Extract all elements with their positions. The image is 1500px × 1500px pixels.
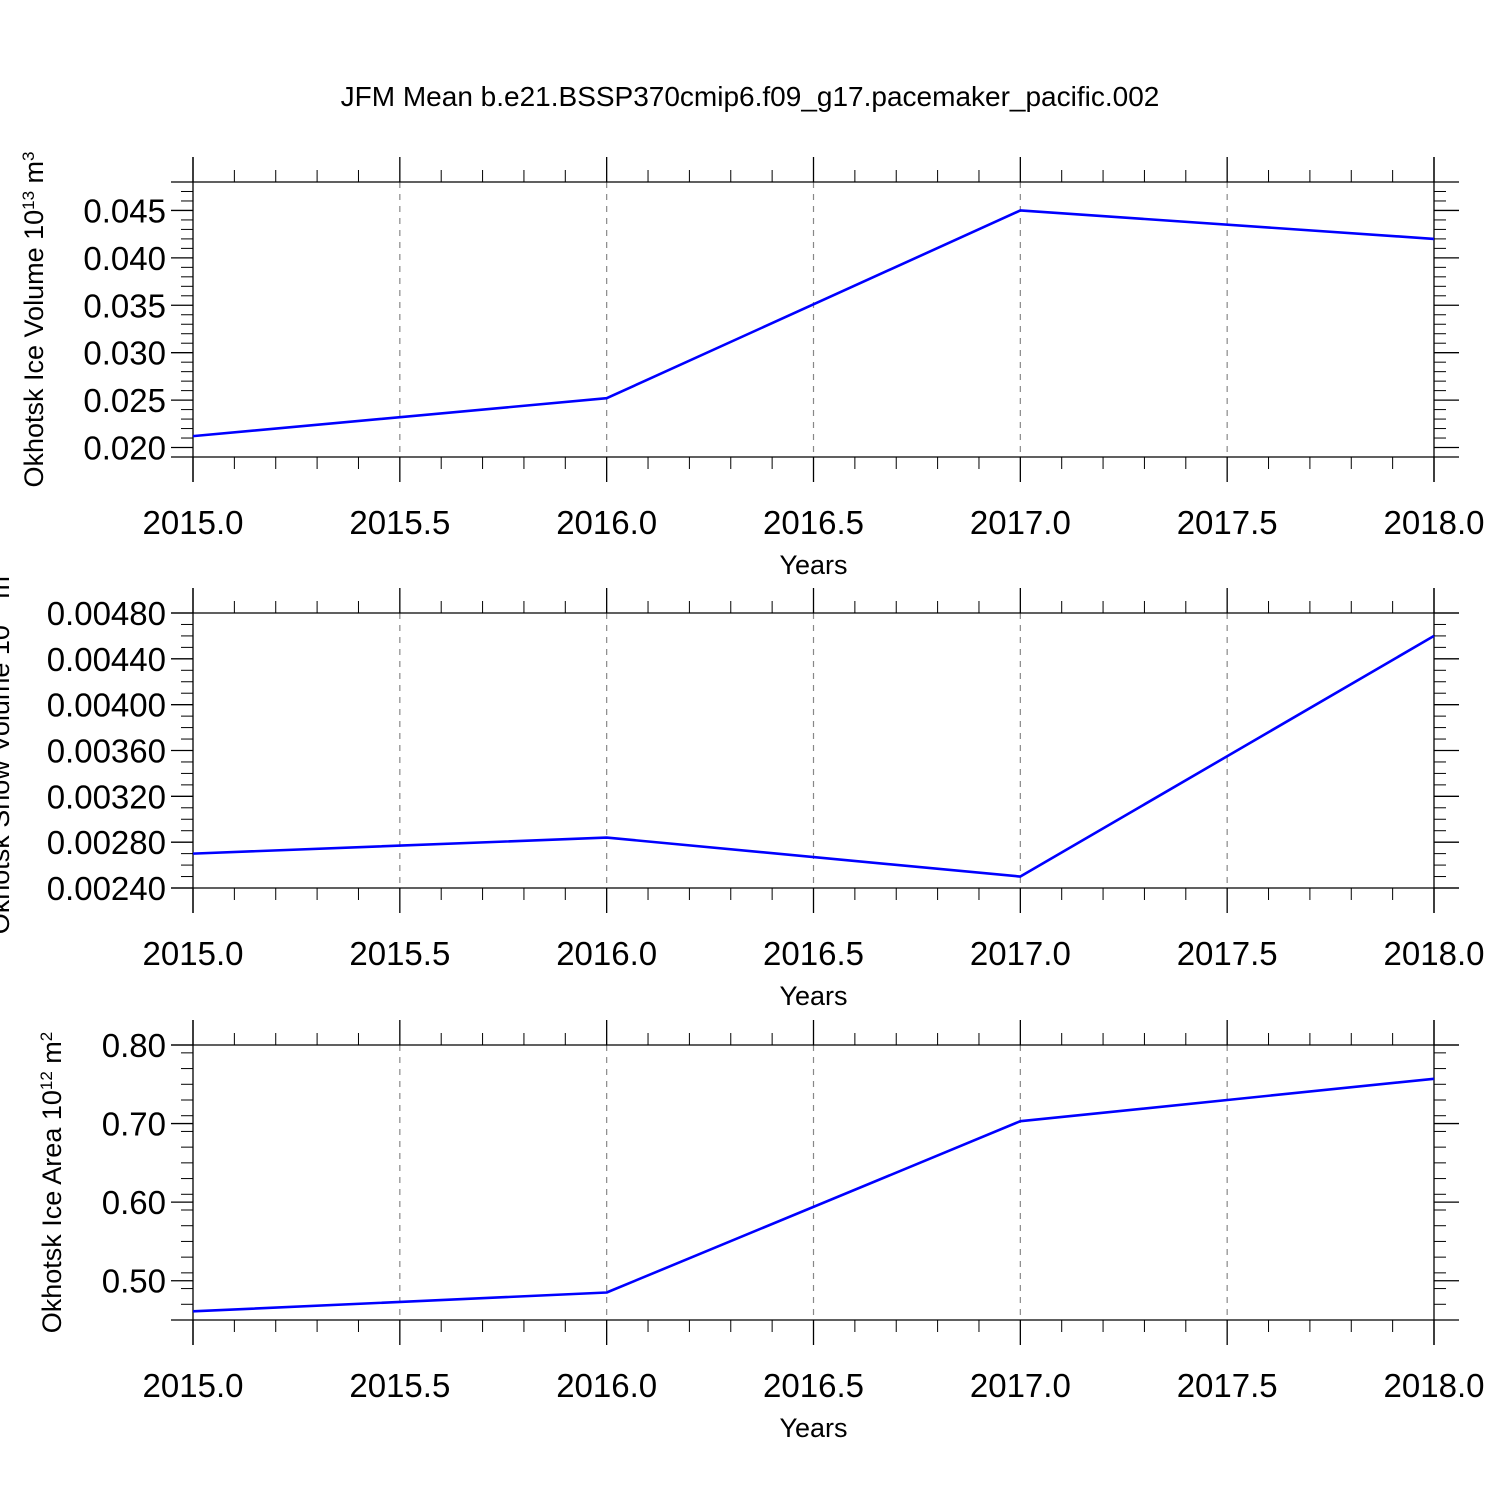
y-tick-label: 0.030 <box>83 335 166 372</box>
data-series-line <box>192 1077 1435 1313</box>
y-tick-label: 0.00400 <box>47 687 166 724</box>
y-axis-title-exponent: 12 <box>37 1071 56 1090</box>
x-tick-label: 2016.0 <box>556 1367 657 1404</box>
y-axis-title-unit: m <box>0 576 15 606</box>
chart-panel-2: 0.00240 0.00280 0.00320 0.00360 0.00400 0.004… <box>0 567 1484 1011</box>
y-tick-label: 0.020 <box>83 430 166 467</box>
y-tick-label: 0.70 <box>102 1106 166 1143</box>
x-tick-label: 2018.0 <box>1384 1367 1485 1404</box>
y-tick-label: 0.045 <box>83 192 166 229</box>
x-tick-label: 2015.0 <box>143 1367 244 1404</box>
y-tick-label: 0.60 <box>102 1184 166 1221</box>
x-tick-label: 2017.0 <box>970 504 1071 541</box>
y-axis-title: Okhotsk Ice Area 1012 m2 <box>37 1032 68 1334</box>
x-tick-label: 2015.0 <box>143 935 244 972</box>
y-axis-title-text: Okhotsk Ice Volume 10 <box>19 210 49 488</box>
x-tick-label: 2016.0 <box>556 935 657 972</box>
x-axis-title: Years <box>779 981 847 1011</box>
y-axis-title-text: Okhotsk Snow Volume 10 <box>0 625 15 934</box>
y-axis-title-unit: m <box>19 161 49 191</box>
data-series-line <box>192 634 1435 878</box>
x-axis-title: Years <box>779 1413 847 1443</box>
y-axis-title-exponent: 13 <box>0 606 4 625</box>
y-axis-title-unit-exponent: 3 <box>0 567 4 576</box>
y-axis-title: Okhotsk Ice Volume 1013 m3 <box>19 151 50 487</box>
x-tick-label: 2017.5 <box>1177 504 1278 541</box>
x-tick-label: 2017.0 <box>970 935 1071 972</box>
chart-panel-3: 0.50 0.60 0.70 0.80 2015.0 2015.5 2016.0 2016.5… <box>37 1020 1485 1443</box>
y-tick-label: 0.00240 <box>47 870 166 907</box>
y-tick-label: 0.035 <box>83 287 166 324</box>
y-tick-label: 0.025 <box>83 382 166 419</box>
data-series-line <box>192 209 1435 438</box>
x-tick-label: 2017.5 <box>1177 1367 1278 1404</box>
x-axis-title: Years <box>779 550 847 580</box>
x-tick-label: 2016.0 <box>556 504 657 541</box>
x-tick-label: 2015.5 <box>349 1367 450 1404</box>
x-tick-label: 2016.5 <box>763 935 864 972</box>
x-tick-label: 2016.5 <box>763 504 864 541</box>
y-tick-label: 0.00360 <box>47 733 166 770</box>
x-tick-label: 2018.0 <box>1384 935 1485 972</box>
y-tick-label: 0.00280 <box>47 824 166 861</box>
x-tick-label: 2017.0 <box>970 1367 1071 1404</box>
y-axis-title-unit-exponent: 3 <box>19 151 38 160</box>
panels: 0.020 0.025 0.030 0.035 0.040 0.045 2015.0 2015… <box>0 151 1484 1443</box>
y-tick-label: 0.00440 <box>47 641 166 678</box>
y-axis-title-unit: m <box>37 1041 67 1071</box>
x-tick-label: 2015.5 <box>349 504 450 541</box>
y-axis-title-exponent: 13 <box>19 191 38 210</box>
y-tick-label: 0.50 <box>102 1263 166 1300</box>
x-tick-label: 2017.5 <box>1177 935 1278 972</box>
y-axis-title-text: Okhotsk Ice Area 10 <box>37 1090 67 1333</box>
figure-title: JFM Mean b.e21.BSSP370cmip6.f09_g17.pace… <box>341 81 1160 112</box>
y-axis-title-unit-exponent: 2 <box>37 1032 56 1041</box>
y-axis-title: Okhotsk Snow Volume 1013 m3 <box>0 567 15 935</box>
y-tick-label: 0.040 <box>83 240 166 277</box>
y-tick-label: 0.80 <box>102 1027 166 1064</box>
x-tick-label: 2016.5 <box>763 1367 864 1404</box>
x-tick-label: 2018.0 <box>1384 504 1485 541</box>
x-tick-label: 2015.5 <box>349 935 450 972</box>
y-tick-label: 0.00320 <box>47 778 166 815</box>
y-tick-label: 0.00480 <box>47 595 166 632</box>
chart-panel-1: 0.020 0.025 0.030 0.035 0.040 0.045 2015.0 2015… <box>19 151 1485 580</box>
x-tick-label: 2015.0 <box>143 504 244 541</box>
